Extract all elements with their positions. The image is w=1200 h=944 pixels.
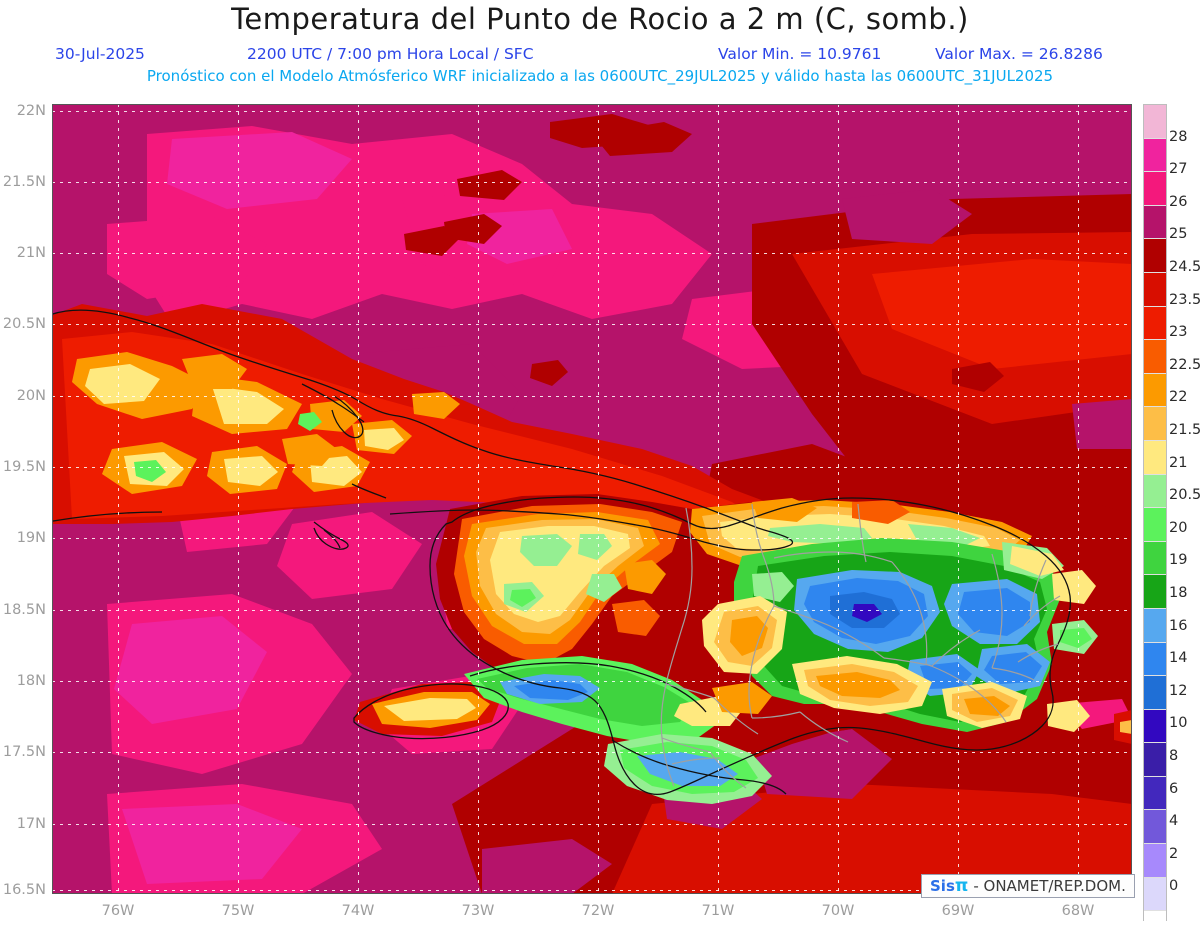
lon-tick-2: 74W <box>341 903 375 919</box>
value-min-label: Valor Min. = 10.9761 <box>718 45 882 63</box>
colorbar-segment-0 <box>1144 105 1166 139</box>
colorbar-tick-4: 24.5 <box>1169 259 1200 275</box>
colorbar-segment-7 <box>1144 340 1166 374</box>
colorbar-segment-24 <box>1144 911 1166 944</box>
colorbar-tick-0: 28 <box>1169 128 1188 145</box>
sispi-onamet-logo: Sis π - ONAMET/REP.DOM. <box>921 874 1135 898</box>
lat-tick-0: 22N <box>16 103 46 119</box>
lat-tick-6: 19N <box>16 530 46 546</box>
colorbar-segment-12 <box>1144 508 1166 542</box>
colorbar-segment-13 <box>1144 541 1166 576</box>
colorbar-tick-21: 4 <box>1169 813 1179 830</box>
colorbar-tick-7: 22.5 <box>1169 356 1200 373</box>
colorbar-segment-6 <box>1144 306 1166 341</box>
colorbar-tick-11: 20.5 <box>1169 487 1200 504</box>
colorbar-tick-6: 23 <box>1169 324 1188 341</box>
colorbar-tick-22: 2 <box>1169 845 1179 862</box>
colorbar-tick-15: 16 <box>1169 617 1188 634</box>
map-plot-area[interactable] <box>52 104 1132 894</box>
lon-tick-7: 69W <box>941 903 975 919</box>
lon-tick-8: 68W <box>1061 903 1095 919</box>
colorbar-tick-2: 26 <box>1169 193 1188 210</box>
colorbar-tick-23: 0 <box>1169 878 1179 895</box>
lon-tick-5: 71W <box>701 903 735 919</box>
lat-tick-1: 21.5N <box>2 174 46 190</box>
colorbar-segment-2 <box>1144 172 1166 206</box>
lon-tick-1: 75W <box>221 903 255 919</box>
forecast-time: 2200 UTC / 7:00 pm Hora Local / SFC <box>247 45 534 63</box>
colorbar-segment-21 <box>1144 810 1166 845</box>
coastline-outlines <box>52 309 1072 795</box>
lat-tick-5: 19.5N <box>2 459 46 475</box>
colorbar-segment-17 <box>1144 676 1166 710</box>
colorbar-segment-16 <box>1144 642 1166 677</box>
colorbar-tick-13: 19 <box>1169 552 1188 569</box>
colorbar-tick-12: 20 <box>1169 519 1188 536</box>
colorbar-segment-5 <box>1144 272 1166 307</box>
colorbar-segment-19 <box>1144 743 1166 777</box>
subtitle-line-1: 30-Jul-2025 2200 UTC / 7:00 pm Hora Loca… <box>0 45 1200 63</box>
lon-tick-3: 73W <box>461 903 495 919</box>
colorbar-segment-9 <box>1144 407 1166 441</box>
colorbar-tick-16: 14 <box>1169 650 1188 667</box>
colorbar-segment-23 <box>1144 877 1166 912</box>
lat-tick-9: 17.5N <box>2 744 46 760</box>
colorbar-tick-19: 8 <box>1169 748 1179 764</box>
colorbar-segment-4 <box>1144 239 1166 273</box>
colorbar-segment-15 <box>1144 608 1166 643</box>
map-gridlines <box>52 104 1132 894</box>
colorbar[interactable] <box>1143 104 1167 944</box>
colorbar-tick-9: 21.5 <box>1169 422 1200 438</box>
logo-org-text: - ONAMET/REP.DOM. <box>973 877 1126 895</box>
jamaica-shading <box>354 682 502 736</box>
logo-pi-icon: π <box>954 876 969 896</box>
colorbar-segment-18 <box>1144 709 1166 744</box>
page-title: Temperatura del Punto de Rocio a 2 m (C,… <box>231 2 969 36</box>
puerto-rico-edge <box>1114 710 1132 744</box>
small-islands-shading <box>404 114 1004 392</box>
colorbar-tick-17: 12 <box>1169 682 1188 699</box>
dewpoint-shaded-field <box>52 104 1132 894</box>
colorbar-segment-22 <box>1144 844 1166 878</box>
lat-tick-2: 21N <box>16 245 46 261</box>
colorbar-segment-20 <box>1144 776 1166 811</box>
lon-tick-0: 76W <box>101 903 135 919</box>
colorbar-segment-1 <box>1144 138 1166 173</box>
colorbar-segment-10 <box>1144 440 1166 475</box>
lon-tick-6: 70W <box>821 903 855 919</box>
colorbar-tick-5: 23.5 <box>1169 291 1200 308</box>
lat-tick-4: 20N <box>16 388 46 404</box>
forecast-date: 30-Jul-2025 <box>55 45 145 63</box>
colorbar-tick-18: 10 <box>1169 715 1188 732</box>
colorbar-tick-20: 6 <box>1169 780 1179 797</box>
lat-tick-3: 20.5N <box>2 316 46 332</box>
colorbar-tick-14: 18 <box>1169 585 1188 601</box>
lat-tick-11: 16.5N <box>2 882 46 898</box>
hispaniola-shading <box>436 494 1098 804</box>
model-info-line: Pronóstico con el Modelo Atmósferico WRF… <box>146 67 1054 85</box>
colorbar-tick-10: 21 <box>1169 454 1188 471</box>
colorbar-segment-8 <box>1144 373 1166 408</box>
colorbar-segment-11 <box>1144 474 1166 509</box>
colorbar-segment-14 <box>1144 575 1166 609</box>
lat-tick-8: 18N <box>16 673 46 689</box>
lat-tick-10: 17N <box>16 816 46 832</box>
value-max-label: Valor Max. = 26.8286 <box>935 45 1103 63</box>
lon-tick-4: 72W <box>581 903 615 919</box>
colorbar-tick-1: 27 <box>1169 161 1188 178</box>
logo-sis-text: Sis <box>930 877 955 895</box>
colorbar-segment-3 <box>1144 205 1166 240</box>
lat-tick-7: 18.5N <box>2 602 46 618</box>
colorbar-tick-3: 25 <box>1169 226 1188 243</box>
colorbar-tick-8: 22 <box>1169 389 1188 406</box>
latitude-axis: 22N 21.5N 21N 20.5N 20N 19.5N 19N 18.5N … <box>0 0 52 927</box>
